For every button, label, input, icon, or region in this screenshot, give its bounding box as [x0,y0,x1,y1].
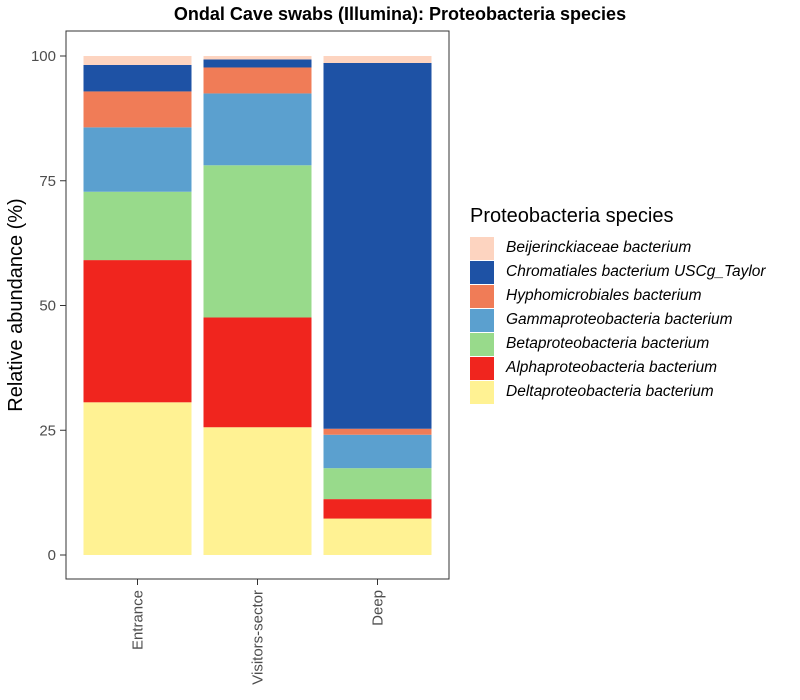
y-tick-label: 50 [39,298,56,315]
legend-label: Beijerinckiaceae bacterium [506,239,692,256]
bar-deep-hyphomicrobiales-bacterium [323,428,432,435]
bar-deep-gammaproteobacteria-bacterium [323,434,432,469]
bar-entrance-beijerinckiaceae-bacterium [83,56,192,65]
legend-label: Betaproteobacteria bacterium [506,335,710,352]
bar-visitors-sector-deltaproteobacteria-bacterium [203,427,312,555]
legend-swatch [470,284,494,308]
legend-swatch [470,356,494,380]
x-tick-label: Deep [370,590,387,626]
legend-label: Hyphomicrobiales bacterium [506,287,702,304]
bar-entrance-betaproteobacteria-bacterium [83,191,192,261]
legend-label: Deltaproteobacteria bacterium [506,383,714,400]
bar-deep-betaproteobacteria-bacterium [323,468,432,500]
legend-swatch [470,260,494,284]
bar-entrance-hyphomicrobiales-bacterium [83,91,192,128]
bar-deep-deltaproteobacteria-bacterium [323,518,432,555]
bars-layer [83,56,432,555]
legend-swatch [470,332,494,356]
y-tick-label: 75 [39,173,56,190]
legend-item-alphaproteobacteria-bacterium: Alphaproteobacteria bacterium [470,356,766,380]
chart-title: Ondal Cave swabs (Illumina): Proteobacte… [173,4,627,24]
legend-item-gammaproteobacteria-bacterium: Gammaproteobacteria bacterium [470,308,766,332]
legend-item-betaproteobacteria-bacterium: Betaproteobacteria bacterium [470,332,766,356]
legend: Proteobacteria species Beijerinckiaceae … [470,205,766,404]
legend-item-beijerinckiaceae-bacterium: Beijerinckiaceae bacterium [470,236,766,260]
x-tick-label: Entrance [130,590,147,650]
bar-visitors-sector-hyphomicrobiales-bacterium [203,67,312,94]
bar-deep-alphaproteobacteria-bacterium [323,499,432,519]
bar-entrance-chromatiales-bacterium-uscg-taylor [83,64,192,92]
legend-item-chromatiales-bacterium-uscg-taylor: Chromatiales bacterium USCg_Taylor [470,260,766,284]
y-axis-label: Relative abundance (%) [5,198,27,411]
y-tick-label: 0 [48,547,56,564]
legend-items: Beijerinckiaceae bacterium Chromatiales b… [470,236,766,404]
legend-label: Gammaproteobacteria bacterium [506,311,733,328]
bar-visitors-sector-betaproteobacteria-bacterium [203,165,312,318]
legend-label: Chromatiales bacterium USCg_Taylor [506,263,766,280]
bar-entrance-alphaproteobacteria-bacterium [83,260,192,403]
bar-visitors-sector-gammaproteobacteria-bacterium [203,93,312,166]
legend-swatch [470,236,494,260]
bar-deep-beijerinckiaceae-bacterium [323,56,432,63]
x-tick-label: Visitors-sector [250,590,267,685]
bar-visitors-sector-chromatiales-bacterium-uscg-taylor [203,59,312,68]
legend-item-deltaproteobacteria-bacterium: Deltaproteobacteria bacterium [470,380,766,404]
axes-layer: Entrance Visitors-sector Deep 0 25 50 75 100 [31,48,387,685]
legend-swatch [470,380,494,404]
legend-label: Alphaproteobacteria bacterium [506,359,718,376]
bar-visitors-sector-alphaproteobacteria-bacterium [203,317,312,428]
bar-visitors-sector-beijerinckiaceae-bacterium [203,56,312,60]
bar-deep-chromatiales-bacterium-uscg-taylor [323,62,432,429]
bar-entrance-gammaproteobacteria-bacterium [83,127,192,192]
y-tick-label: 25 [39,422,56,439]
legend-item-hyphomicrobiales-bacterium: Hyphomicrobiales bacterium [470,284,766,308]
legend-title: Proteobacteria species [470,205,674,227]
y-tick-label: 100 [31,48,56,65]
bar-entrance-deltaproteobacteria-bacterium [83,402,192,555]
legend-swatch [470,308,494,332]
